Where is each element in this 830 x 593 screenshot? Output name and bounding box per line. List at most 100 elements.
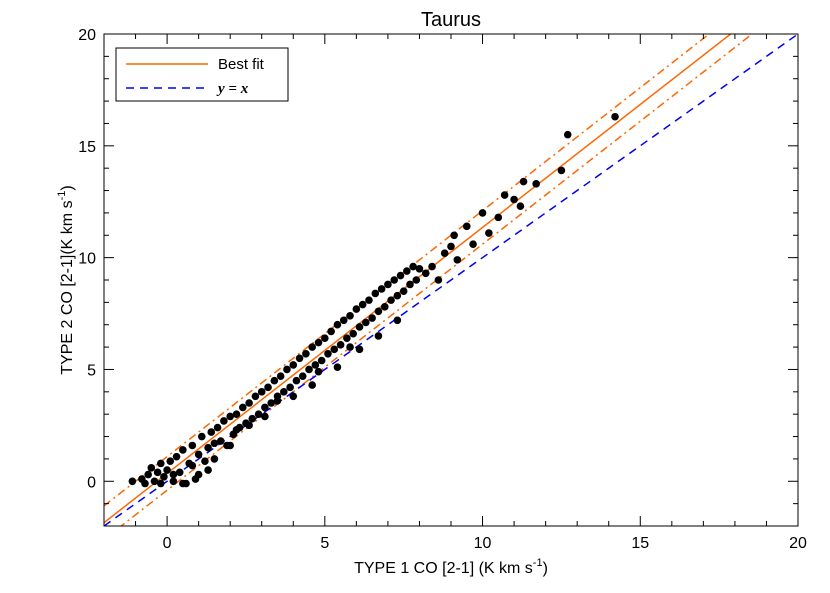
data-point [156, 479, 165, 488]
data-point [399, 287, 408, 295]
data-point [207, 428, 216, 436]
y-axis-label: TYPE 2 CO [2-1](K km s-1) [56, 185, 76, 374]
data-point [163, 466, 171, 474]
data-point [333, 320, 342, 329]
data-point [311, 361, 320, 369]
x-tick-label: 0 [163, 535, 172, 552]
data-point [371, 289, 380, 298]
data-point [352, 305, 361, 313]
data-point [210, 439, 219, 448]
y-axis-label-sup: -1 [56, 191, 68, 201]
data-point [390, 276, 399, 284]
data-point [194, 470, 203, 479]
data-points [128, 112, 619, 488]
data-point [317, 356, 326, 365]
data-point [188, 441, 197, 450]
fit-line-1 [104, 34, 711, 507]
data-point [226, 441, 234, 450]
data-point [415, 265, 424, 273]
data-point [421, 269, 430, 278]
data-point [380, 303, 389, 311]
data-point [204, 443, 212, 452]
data-point [412, 276, 421, 284]
data-point [330, 345, 339, 354]
data-point [194, 450, 203, 459]
data-point [447, 242, 455, 251]
data-point [276, 372, 285, 380]
data-point [308, 343, 317, 351]
data-point [283, 365, 291, 374]
data-point [450, 231, 458, 240]
data-point [368, 314, 376, 322]
x-axis-label-sup: -1 [533, 557, 543, 569]
data-point [179, 446, 187, 454]
data-point [494, 213, 503, 222]
data-point [251, 392, 260, 401]
data-point [478, 209, 487, 217]
data-point [188, 461, 197, 470]
data-point [308, 381, 317, 389]
data-point [485, 229, 493, 237]
x-tick-label: 10 [474, 535, 492, 552]
data-point [453, 256, 462, 264]
data-point [210, 455, 219, 463]
data-point [156, 459, 165, 468]
data-point [261, 403, 269, 412]
axis-ticks [103, 33, 799, 527]
data-point [289, 361, 298, 369]
data-point [346, 343, 354, 351]
legend: Best fit y = x [115, 47, 289, 102]
fit-line-2 [119, 34, 754, 526]
fit-line-3 [104, 34, 798, 526]
data-point [232, 426, 241, 434]
data-point [239, 403, 247, 412]
data-point [245, 421, 253, 430]
data-point [469, 240, 477, 249]
data-point [346, 311, 354, 320]
data-point [314, 338, 323, 347]
data-point [336, 341, 345, 349]
data-point [393, 316, 402, 325]
data-point [270, 376, 279, 385]
data-point [150, 477, 159, 486]
data-point [403, 267, 411, 275]
data-point [147, 464, 156, 472]
data-point [248, 414, 257, 423]
data-point [324, 350, 332, 358]
data-point [197, 432, 206, 441]
data-point [289, 392, 298, 401]
legend-box [115, 47, 289, 102]
data-point [169, 477, 178, 486]
data-point [384, 280, 392, 289]
y-tick-label: 10 [78, 251, 96, 268]
data-point [128, 477, 137, 486]
data-point [374, 307, 383, 316]
data-point [374, 332, 383, 340]
data-point [280, 388, 288, 396]
data-point [519, 177, 528, 186]
data-point [264, 383, 272, 392]
data-point [516, 202, 525, 210]
data-point [355, 323, 364, 331]
data-point [327, 327, 335, 336]
data-point [428, 262, 436, 271]
data-point [365, 296, 373, 304]
data-point [172, 452, 181, 461]
data-point [213, 423, 222, 432]
data-point [153, 468, 162, 477]
data-point [232, 410, 241, 418]
y-tick-labels: 0 5 10 15 20 [78, 27, 96, 491]
data-point [216, 437, 225, 445]
data-point [160, 473, 168, 481]
data-point [302, 350, 310, 358]
data-point [396, 271, 405, 280]
data-point [166, 457, 175, 465]
data-point [257, 388, 266, 396]
x-axis-label: TYPE 1 CO [2-1] (K km s-1) [354, 557, 548, 577]
data-point [144, 470, 152, 479]
x-tick-label: 20 [789, 535, 807, 552]
y-axis-label-end: ) [59, 185, 76, 190]
y-tick-label: 5 [87, 362, 96, 379]
data-point [273, 396, 282, 405]
